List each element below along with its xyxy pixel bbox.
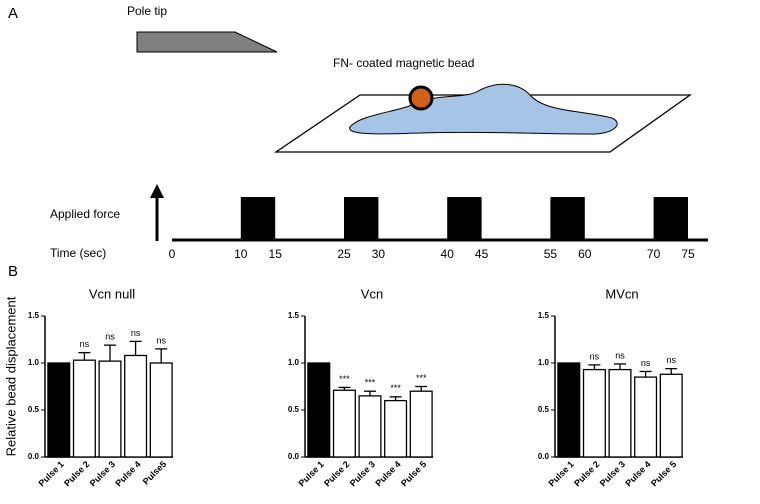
bar	[124, 354, 148, 458]
x-tick-label: Pulse 1	[547, 459, 576, 488]
time-tick-label: 10	[234, 247, 248, 261]
magnetic-bead	[408, 85, 434, 111]
x-tick-label: Pulse 4	[373, 459, 402, 488]
bar	[659, 373, 683, 458]
panel-label: B	[8, 263, 18, 280]
y-tick-label: 0.5	[28, 405, 40, 414]
x-tick-label: Pulse 2	[62, 459, 91, 488]
force-pulse	[550, 197, 585, 240]
x-tick-label: Pulse 3	[88, 459, 117, 488]
force-pulse	[344, 197, 379, 240]
y-axis-label: Relative bead displacement	[3, 296, 18, 456]
time-tick-label: 25	[337, 247, 351, 261]
time-tick-label: 75	[681, 247, 695, 261]
panel-label: A	[8, 5, 18, 22]
significance: ns	[666, 355, 676, 365]
significance: ***	[390, 383, 401, 393]
time-label: Time (sec)	[50, 246, 106, 260]
bar	[149, 362, 173, 458]
bar	[634, 376, 658, 458]
pole-label: Pole tip	[127, 4, 167, 18]
pole-tip	[136, 31, 278, 53]
significance: ns	[105, 332, 115, 342]
significance: ns	[615, 350, 625, 360]
force-pulse	[240, 197, 276, 240]
bar	[98, 360, 122, 458]
bar	[47, 362, 71, 458]
y-tick-label: 1.0	[28, 358, 40, 367]
significance: ***	[339, 374, 350, 384]
arrow-head	[150, 184, 164, 198]
x-tick-label: Pulse 4	[623, 459, 652, 488]
y-tick-label: 1.5	[538, 311, 550, 320]
bar	[608, 368, 632, 458]
bar	[307, 362, 331, 458]
bead-label: FN- coated magnetic bead	[333, 56, 474, 70]
force-pulse	[447, 197, 482, 240]
time-tick-label: 70	[647, 247, 661, 261]
bar	[409, 390, 433, 458]
x-tick-label: Pulse 3	[348, 459, 377, 488]
x-tick-label: Pulse 1	[37, 459, 66, 488]
time-tick-label: 45	[475, 247, 489, 261]
bar	[332, 389, 356, 458]
chart-title: MVcn	[605, 286, 638, 301]
time-tick-label: 60	[578, 247, 592, 261]
y-tick-label: 0.0	[288, 452, 300, 461]
x-tick-label: Pulse 5	[399, 459, 428, 488]
y-tick-label: 1.5	[288, 311, 300, 320]
time-tick-label: 30	[372, 247, 386, 261]
time-tick-label: 40	[441, 247, 455, 261]
time-tick-label: 15	[269, 247, 283, 261]
time-tick-label: 55	[544, 247, 558, 261]
significance: ***	[416, 373, 427, 383]
x-tick-label: Pulse 1	[297, 459, 326, 488]
y-tick-label: 0.5	[538, 405, 550, 414]
y-tick-label: 1.0	[538, 358, 550, 367]
bar	[358, 395, 382, 458]
significance: ns	[590, 351, 600, 361]
x-tick-label: Pulse 2	[572, 459, 601, 488]
y-tick-label: 0.0	[538, 452, 550, 461]
bar	[384, 399, 408, 458]
x-tick-label: Pulse 5	[649, 459, 678, 488]
significance: ***	[365, 378, 376, 388]
significance: ns	[80, 339, 90, 349]
significance: ns	[641, 358, 651, 368]
significance: ns	[156, 335, 166, 345]
y-tick-label: 0.5	[288, 405, 300, 414]
x-tick-label: Pulse5	[141, 459, 169, 487]
y-tick-label: 1.5	[28, 311, 40, 320]
y-tick-label: 0.0	[28, 452, 40, 461]
x-tick-label: Pulse 4	[113, 459, 142, 488]
y-tick-label: 1.0	[288, 358, 300, 367]
x-tick-label: Pulse 2	[322, 459, 351, 488]
bar	[582, 368, 606, 458]
significance: ns	[131, 328, 141, 338]
bar	[557, 362, 581, 458]
chart-title: Vcn	[361, 286, 383, 301]
force-pulse	[653, 197, 688, 240]
force-label: Applied force	[50, 207, 120, 221]
chart-title: Vcn null	[89, 286, 135, 301]
x-tick-label: Pulse 3	[598, 459, 627, 488]
bar	[72, 359, 96, 458]
time-tick-label: 0	[169, 247, 176, 261]
